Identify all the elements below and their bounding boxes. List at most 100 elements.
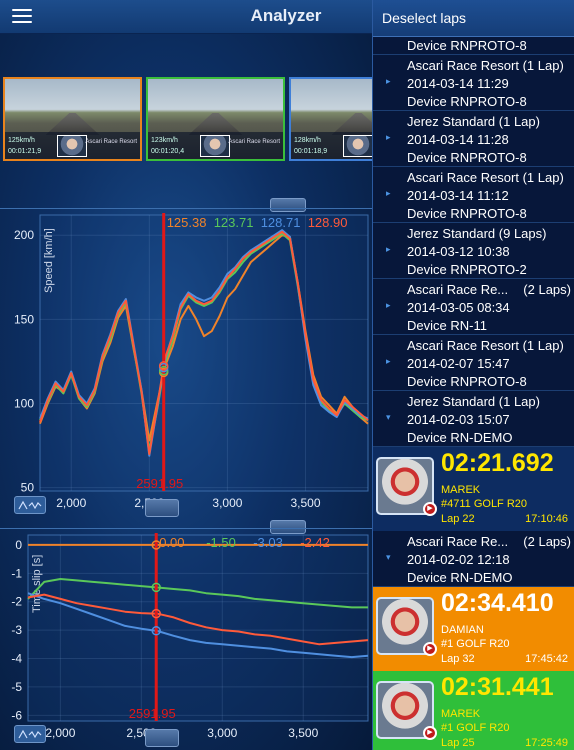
x-tick-label: 3,500 (291, 496, 321, 510)
session-device: Device RNPROTO-8 (407, 150, 527, 165)
video-speed: 125km/h (8, 137, 35, 144)
series-line (27, 578, 368, 609)
y-tick-label: -4 (11, 652, 22, 666)
slip-chart-panel: 2,000 2,500 3,000 3,500 0 -1 -2 -3 -4 -5 -6 Time sl… (0, 528, 372, 750)
chevron-right-icon: ▸ (386, 356, 391, 366)
session-group[interactable]: ▸ Ascari Race Resort (1 Lap) 2014-03-14 11… (373, 55, 574, 111)
lap-number: Lap 22 (441, 513, 475, 525)
cursor-value: 125.38 (167, 215, 207, 230)
x-tick-label: 3,000 (207, 726, 237, 740)
session-group[interactable]: ▸ Ascari Race Re... (2 Laps) 2014-03-05 08:… (373, 279, 574, 335)
chevron-right-icon: ▸ (386, 132, 391, 142)
session-date: 2014-02-07 15:47 (407, 356, 510, 371)
video-strip[interactable]: 125km/h 00:01:21,9 Ascari Race Resort 12… (0, 74, 372, 164)
plot-area (27, 534, 369, 722)
cursor-handle[interactable] (145, 499, 179, 517)
y-tick-label: 150 (14, 312, 34, 326)
play-icon[interactable]: ▶ (423, 642, 437, 656)
cursor-marker (158, 361, 169, 371)
y-tick-label: 50 (21, 481, 35, 495)
cursor-marker (158, 365, 169, 376)
resize-handle[interactable] (270, 520, 306, 534)
y-tick-label: -2 (11, 595, 22, 609)
lap-card[interactable]: ▶ 02:21.692 MAREK #4711 GOLF R20 Lap 22 … (373, 447, 574, 531)
cursor-marker (151, 608, 161, 619)
car-name: #1 GOLF R20 (441, 638, 510, 650)
cursor-value: 0.00 (159, 535, 184, 550)
session-date: 2014-03-14 11:12 (407, 188, 509, 203)
video-thumbnail[interactable]: 125km/h 00:01:21,9 Ascari Race Resort (3, 77, 142, 161)
series-line (27, 592, 369, 659)
chevron-right-icon: ▸ (386, 300, 391, 310)
session-date: 2014-03-14 11:29 (407, 76, 509, 91)
session-device: Device RN-DEMO (407, 570, 513, 585)
chevron-down-icon: ▾ (386, 412, 391, 422)
session-device: Device RN-DEMO (407, 430, 513, 445)
signal-toggle-button[interactable] (14, 496, 46, 514)
plot-area (39, 214, 369, 492)
y-tick-label: 0 (15, 538, 22, 552)
lap-card[interactable]: ▶ 02:34.410 DAMIAN #1 GOLF R20 Lap 32 17… (373, 587, 574, 671)
session-group[interactable]: ▸ Jerez Standard (9 Laps) 2014-03-12 10:38… (373, 223, 574, 279)
car-name: #4711 GOLF R20 (441, 498, 528, 510)
session-date: 2014-03-12 10:38 (407, 244, 510, 259)
play-icon[interactable]: ▶ (423, 726, 437, 740)
session-title: Jerez Standard (1 Lap) (407, 394, 540, 409)
lap-clock: 17:45:42 (525, 653, 568, 665)
cursor-x-label: 2591.95 (136, 476, 183, 491)
cursor-x-label: 2591.95 (129, 706, 176, 721)
video-speed: 123km/h (151, 137, 178, 144)
lap-number: Lap 25 (441, 737, 475, 749)
session-title: Ascari Race Resort (1 Lap) (407, 58, 564, 73)
lap-time: 02:34.410 (441, 589, 554, 617)
analyzer-pane: Analyzer 125km/h 00:01:21,9 Ascari Race … (0, 0, 372, 750)
deselect-laps-button[interactable]: Deselect laps (373, 0, 574, 37)
session-title: Jerez Standard (9 Laps) (407, 226, 547, 241)
session-group[interactable]: ▸ Ascari Race Resort (1 Lap) 2014-03-14 11… (373, 167, 574, 223)
session-device: Device RNPROTO-8 (407, 206, 527, 221)
hamburger-menu-icon[interactable] (12, 9, 32, 25)
video-time: 00:01:20,4 (151, 148, 185, 155)
session-date: 2014-02-03 15:07 (407, 412, 510, 427)
video-thumbnail[interactable]: 128km/h 00:01:18,9 (289, 77, 372, 161)
signal-toggle-button[interactable] (14, 725, 46, 743)
session-title: Ascari Race Resort (1 Lap) (407, 338, 564, 353)
chevron-down-icon: ▾ (386, 552, 391, 562)
lap-number: Lap 32 (441, 653, 475, 665)
y-tick-label: -5 (11, 680, 22, 694)
chevron-right-icon: ▸ (386, 244, 391, 254)
session-title: Jerez Standard (1 Lap) (407, 114, 540, 129)
session-group[interactable]: ▸ Ascari Race Resort (1 Lap) 2014-02-07 15… (373, 335, 574, 391)
lap-card[interactable]: ▶ 02:31.441 MAREK #1 GOLF R20 Lap 25 17:… (373, 671, 574, 750)
video-time: 00:01:18,9 (294, 148, 328, 155)
waveform-icon (18, 729, 42, 739)
y-axis-label: Speed [km/h] (43, 228, 55, 293)
cursor-handle[interactable] (145, 729, 179, 747)
cursor-value: -1.50 (206, 535, 236, 550)
session-device: Device RNPROTO-8 (407, 94, 527, 109)
session-group[interactable]: ▾ Jerez Standard (1 Lap) 2014-02-03 15:07 D… (373, 391, 574, 447)
series-line (27, 593, 369, 646)
session-lap-count: (2 Laps) (523, 534, 571, 549)
session-title: Ascari Race Resort (1 Lap) (407, 170, 564, 185)
y-tick-label: -1 (11, 566, 22, 580)
play-icon[interactable]: ▶ (423, 502, 437, 516)
driver-name: MAREK (441, 708, 481, 720)
chevron-right-icon: ▸ (386, 188, 391, 198)
lap-clock: 17:25:49 (525, 737, 568, 749)
page-title: Analyzer (250, 6, 322, 25)
session-group[interactable]: ▾ Ascari Race Re... (2 Laps) 2014-02-02 … (373, 531, 574, 587)
y-tick-label: 100 (14, 396, 34, 410)
video-thumbnail[interactable]: 123km/h 00:01:20,4 Ascari Race Resort (146, 77, 285, 161)
session-group[interactable]: ▸ Jerez Standard (1 Lap) 2014-03-14 11:28 D… (373, 111, 574, 167)
session-device: Device RNPROTO-8 (407, 374, 527, 389)
session-date: 2014-03-05 08:34 (407, 300, 510, 315)
cursor-value: 128.71 (261, 215, 301, 230)
x-tick-label: 2,000 (45, 726, 75, 740)
session-date: 2014-02-02 12:18 (407, 552, 510, 567)
y-tick-label: -6 (11, 708, 22, 722)
